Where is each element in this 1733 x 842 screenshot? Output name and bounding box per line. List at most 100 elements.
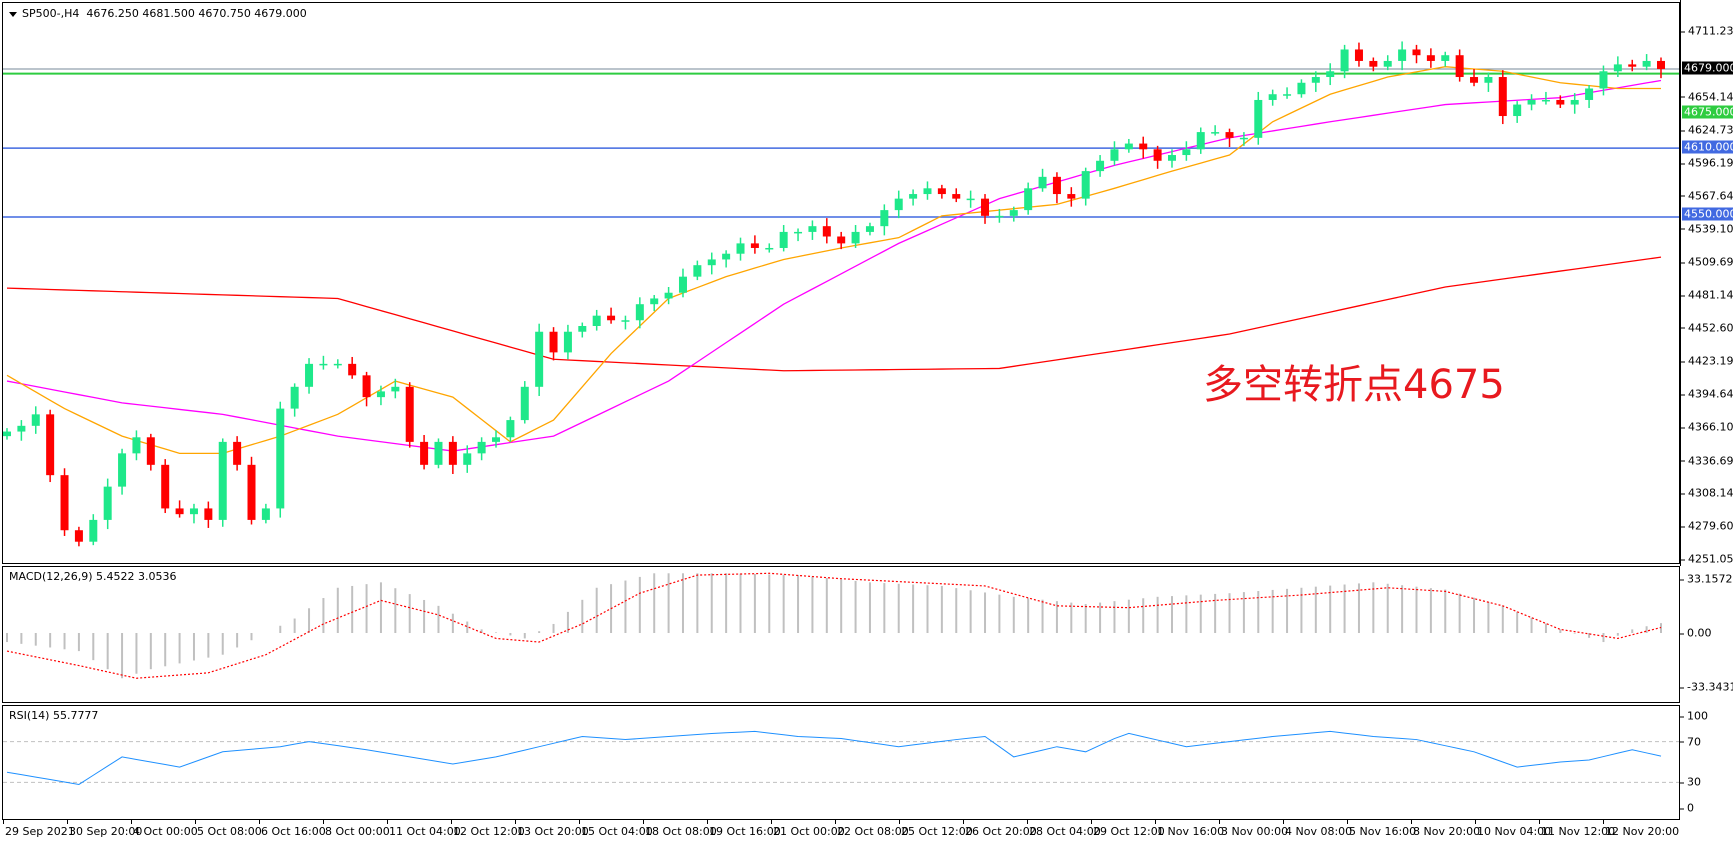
ohlc-values: 4676.250 4681.500 4670.750 4679.000 bbox=[86, 7, 307, 20]
candle bbox=[894, 190, 903, 219]
time-tick-label: 8 Oct 00:00 bbox=[323, 820, 390, 838]
candle-body bbox=[261, 508, 270, 520]
candle-body bbox=[563, 331, 572, 353]
price-tick-label: 4394.645 bbox=[1681, 388, 1733, 401]
candle bbox=[1225, 128, 1234, 148]
candle bbox=[103, 478, 112, 530]
candle-body bbox=[60, 475, 69, 531]
candle-body bbox=[621, 320, 630, 322]
candle bbox=[333, 359, 342, 369]
candle-body bbox=[204, 508, 213, 520]
time-tick-label: 12 Nov 20:00 bbox=[1602, 820, 1680, 838]
candle-body bbox=[1052, 176, 1061, 195]
candle-body bbox=[1426, 55, 1435, 61]
candle-body bbox=[1124, 143, 1133, 150]
candle-body bbox=[909, 194, 918, 199]
candle bbox=[1585, 85, 1594, 108]
price-chart-pane[interactable]: SP500-,H4 4676.250 4681.500 4670.750 467… bbox=[2, 2, 1680, 564]
candle bbox=[650, 295, 659, 312]
candle bbox=[448, 436, 457, 475]
candle bbox=[909, 189, 918, 206]
macd-pane[interactable]: MACD(12,26,9) 5.4522 3.0536 bbox=[2, 566, 1680, 703]
time-tick-label: 15 Oct 04:00 bbox=[579, 820, 653, 838]
candle bbox=[1254, 91, 1263, 145]
candle-body bbox=[678, 276, 687, 293]
candle bbox=[146, 433, 155, 471]
candle-body bbox=[506, 420, 515, 438]
candle-body bbox=[937, 188, 946, 195]
candle-body bbox=[865, 226, 874, 232]
candle bbox=[218, 438, 227, 527]
candle-body bbox=[995, 215, 1004, 218]
time-tick-label: 30 Sep 20:00 bbox=[66, 820, 143, 838]
time-tick-label: 18 Oct 08:00 bbox=[643, 820, 717, 838]
candle bbox=[1211, 125, 1220, 136]
candle bbox=[693, 260, 702, 281]
candle bbox=[189, 503, 198, 524]
candle-body bbox=[463, 453, 472, 465]
candle bbox=[420, 434, 429, 470]
candle bbox=[794, 228, 803, 242]
candle bbox=[1383, 55, 1392, 71]
candle-body bbox=[1268, 94, 1277, 100]
candle bbox=[865, 222, 874, 236]
time-tick-label: 12 Oct 12:00 bbox=[451, 820, 525, 838]
candle bbox=[118, 448, 127, 495]
candle bbox=[808, 220, 817, 240]
candle-body bbox=[1527, 99, 1536, 105]
rsi-pane[interactable]: RSI(14) 55.7777 bbox=[2, 705, 1680, 820]
candle bbox=[1455, 49, 1464, 82]
candle-body bbox=[1067, 194, 1076, 199]
candle bbox=[1657, 57, 1665, 79]
candle bbox=[736, 237, 745, 261]
price-axis: 4711.235 4654.145 4624.735 4596.190 4567.645… bbox=[1680, 0, 1733, 566]
candle bbox=[995, 208, 1004, 223]
candle bbox=[1081, 167, 1090, 206]
candle bbox=[74, 526, 83, 547]
candle-body bbox=[765, 247, 774, 250]
candle bbox=[1052, 172, 1061, 204]
dropdown-triangle-icon[interactable] bbox=[9, 11, 17, 17]
candle bbox=[506, 416, 515, 442]
candle-body bbox=[1441, 55, 1450, 61]
price-tick-label: 4596.190 bbox=[1681, 157, 1733, 170]
candle-body bbox=[1167, 155, 1176, 161]
candle bbox=[1326, 63, 1335, 86]
time-tick-label: 25 Oct 12:00 bbox=[899, 820, 973, 838]
rsi-axis: 100 70 30 0 bbox=[1680, 705, 1733, 820]
candle-body bbox=[1455, 55, 1464, 78]
candle-body bbox=[808, 226, 817, 232]
candle-body bbox=[894, 198, 903, 211]
candle-body bbox=[333, 363, 342, 366]
candle bbox=[707, 252, 716, 275]
candle-body bbox=[103, 486, 112, 520]
time-tick-label: 5 Oct 08:00 bbox=[195, 820, 262, 838]
candle bbox=[1599, 65, 1608, 96]
candle bbox=[1196, 127, 1205, 154]
candle-body bbox=[607, 315, 616, 321]
candle-body bbox=[1225, 132, 1234, 138]
macd-canvas bbox=[6, 572, 1662, 679]
candle-body bbox=[1110, 149, 1119, 161]
candle bbox=[1642, 54, 1651, 71]
candle-body bbox=[1139, 143, 1148, 150]
candle bbox=[535, 323, 544, 396]
candle-body bbox=[1412, 49, 1421, 56]
candle-body bbox=[1470, 77, 1479, 83]
candle-body bbox=[477, 441, 486, 454]
candle bbox=[376, 385, 385, 406]
time-tick-label: 29 Oct 12:00 bbox=[1091, 820, 1165, 838]
candle bbox=[132, 430, 141, 461]
candle-body bbox=[520, 386, 529, 421]
rsi-canvas bbox=[3, 730, 1679, 785]
candle bbox=[46, 409, 55, 483]
candle-body bbox=[750, 243, 759, 248]
candle bbox=[937, 184, 946, 199]
time-tick-label: 11 Oct 04:00 bbox=[387, 820, 461, 838]
rsi-tick-label: 30 bbox=[1680, 775, 1701, 789]
candle bbox=[1096, 155, 1105, 177]
candle-body bbox=[1541, 99, 1550, 102]
candle bbox=[89, 514, 98, 546]
candle bbox=[1110, 141, 1119, 166]
candle-body bbox=[1628, 64, 1637, 67]
